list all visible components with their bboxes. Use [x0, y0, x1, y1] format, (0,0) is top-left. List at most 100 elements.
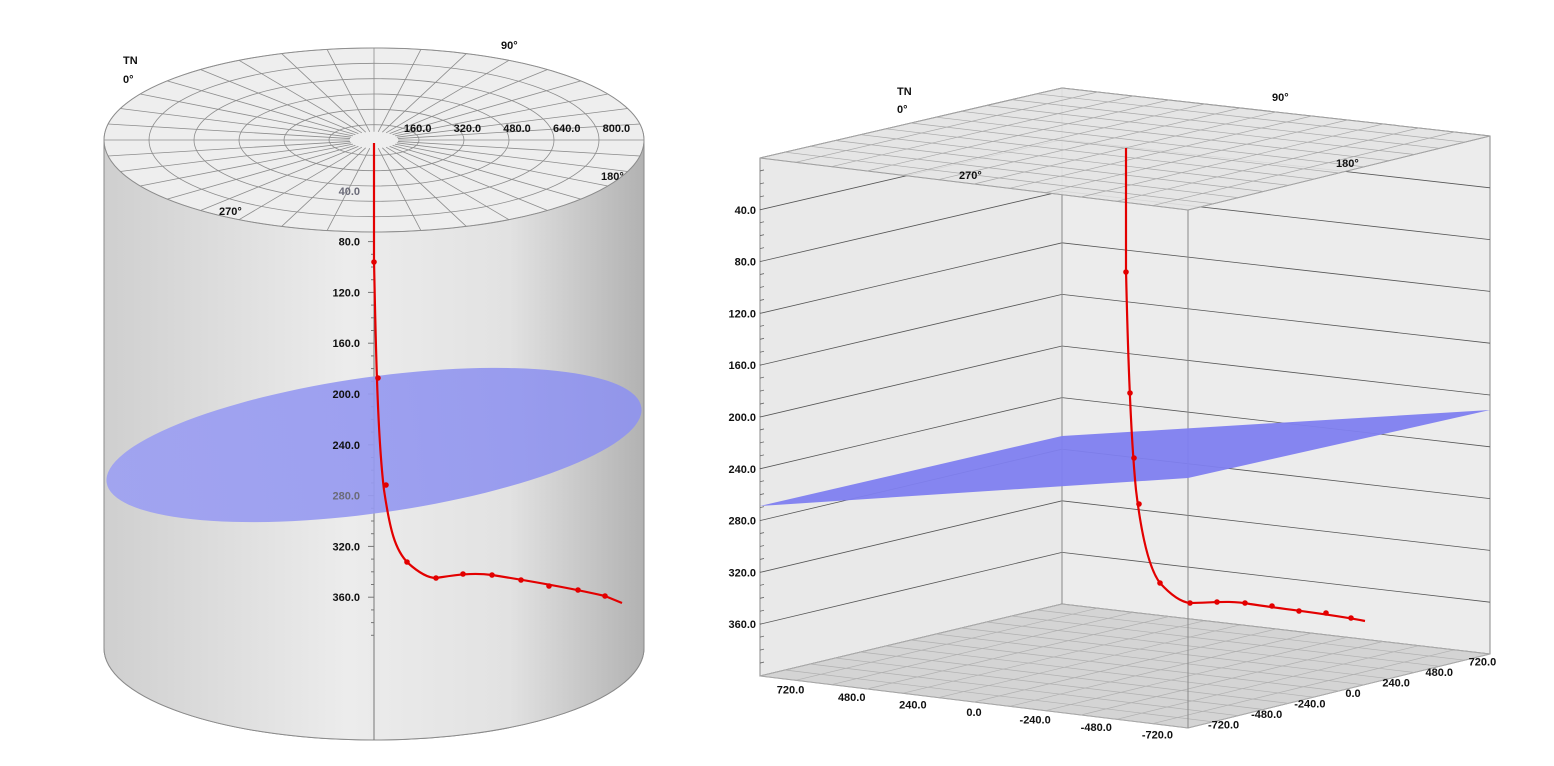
trajectory-station [375, 375, 381, 381]
box-azimuth-270-label: 270° [959, 170, 982, 182]
polar-spoke [389, 145, 548, 211]
wall-depth-tick [759, 532, 765, 534]
polar-spoke [397, 141, 640, 157]
wall-depth-tick [759, 195, 765, 198]
wall-depth-tick [759, 454, 765, 457]
trajectory-station [1242, 600, 1248, 606]
trajectory-station [383, 482, 389, 488]
plane-gridline [1036, 93, 1465, 143]
box-chart: TN 0° 90° 180° 270° 40.0 80.0 120.0 160.0 20… [728, 86, 1496, 741]
polar-spoke [396, 142, 628, 172]
wall-depth-tick [759, 247, 765, 250]
box-y-tick-label: 720.0 [1469, 656, 1497, 668]
wall-depth-tick [759, 583, 765, 586]
wall-depth-tick [759, 324, 765, 327]
cylinder-depth-label: 80.0 [339, 237, 360, 249]
polar-spoke [392, 144, 581, 200]
trajectory-station [1348, 615, 1354, 621]
box-y-tick-label: 480.0 [1426, 667, 1454, 679]
plane-gridline [1061, 603, 1491, 655]
cylinder-trajectory-stations [371, 259, 608, 599]
box-x-tick-label: 720.0 [777, 685, 805, 697]
plane-gridline [1187, 135, 1491, 211]
trajectory-station [1187, 600, 1193, 606]
polar-spoke [140, 143, 354, 187]
polar-spoke [281, 147, 366, 227]
wall-depth-tick [759, 221, 765, 224]
polar-spoke [326, 147, 371, 231]
trajectory-station [371, 259, 377, 265]
trajectory-station [1157, 580, 1163, 586]
box-depth-label: 200.0 [728, 412, 756, 424]
cylinder-azimuth-270-label: 270° [219, 206, 242, 218]
wall-depth-tick [759, 441, 765, 444]
trajectory-station [1123, 269, 1129, 275]
polar-spoke [326, 49, 371, 133]
plane-gridline [1061, 87, 1491, 137]
box-depth-label: 240.0 [728, 464, 756, 476]
box-depth-label: 40.0 [735, 205, 756, 217]
box-y-tick-label: 240.0 [1382, 677, 1410, 689]
wall-depth-tick [759, 558, 765, 560]
cylinder-radius-label: 800.0 [603, 123, 631, 135]
wall-depth-tick [759, 337, 765, 340]
wall-depth-tick [759, 506, 765, 509]
trajectory-station [1269, 603, 1275, 609]
polar-spoke [396, 108, 628, 138]
trajectory-station [518, 577, 524, 583]
box-trajectory-stations [1123, 269, 1354, 621]
polar-spoke [382, 147, 467, 227]
wall-depth-tick [759, 169, 765, 172]
wall-depth-tick [759, 286, 765, 288]
polar-spoke [394, 143, 608, 187]
cylinder-depth-label: 280.0 [332, 491, 360, 503]
wall-depth-tick [759, 299, 765, 301]
cylinder-formation-plane [106, 367, 642, 523]
cylinder-trajectory-line [372, 143, 623, 605]
box-x-tick-label: 240.0 [899, 700, 927, 712]
plane-gridline [1116, 127, 1419, 202]
wall-depth-tick [759, 234, 765, 237]
box-y-tick-label: -240.0 [1294, 699, 1325, 711]
plane-gridline [1152, 649, 1455, 725]
cylinder-depth-label: 320.0 [332, 541, 360, 553]
trajectory-station [1127, 390, 1133, 396]
polar-spoke [389, 69, 548, 135]
cylinder-depth-label: 200.0 [332, 389, 360, 401]
box-formation-plane [760, 410, 1490, 506]
wall-depth-tick [759, 648, 765, 651]
cylinder-azimuth-180-label: 180° [601, 171, 624, 183]
polar-spoke [281, 53, 366, 133]
box-x-tick-label: -720.0 [1142, 729, 1173, 741]
polar-spoke [167, 80, 356, 136]
box-x-tick-label: -240.0 [1020, 714, 1051, 726]
polar-spoke [377, 147, 422, 231]
box-depth-label: 320.0 [728, 567, 756, 579]
wall-depth-tick [759, 273, 765, 275]
plane-gridline [1116, 645, 1419, 720]
polar-spoke [385, 59, 510, 134]
cylinder-radius-label: 320.0 [454, 123, 482, 135]
wall-depth-tick [759, 376, 765, 379]
polar-spoke [140, 93, 354, 137]
trajectory-station [602, 593, 608, 599]
trajectory-station [1214, 599, 1220, 605]
polar-spoke [377, 49, 422, 133]
wall-depth-tick [759, 350, 765, 353]
box-x-tick-labels: 720.0 480.0 240.0 0.0 -240.0 -480.0 -720.0 [777, 685, 1173, 742]
box-azimuth-90-label: 90° [1272, 92, 1289, 104]
cylinder-depth-tick-labels: 40.0 80.0 120.0 160.0 200.0 240.0 280.0 320.0 36… [332, 186, 360, 604]
trajectory-station [460, 571, 466, 577]
trajectory-station [1136, 501, 1142, 507]
cylinder-radius-label: 160.0 [404, 123, 432, 135]
wall-depth-tick [759, 402, 765, 405]
trajectory-station [433, 575, 439, 581]
wall-depth-tick [759, 389, 765, 392]
polar-spoke [397, 123, 640, 139]
trajectory-station [489, 572, 495, 578]
box-y-tick-label: 0.0 [1345, 688, 1360, 700]
wall-depth-tick [759, 182, 765, 185]
polar-spoke [385, 146, 510, 221]
box-x-tick-label: 480.0 [838, 692, 866, 704]
box-x-tick-label: 0.0 [966, 707, 981, 719]
